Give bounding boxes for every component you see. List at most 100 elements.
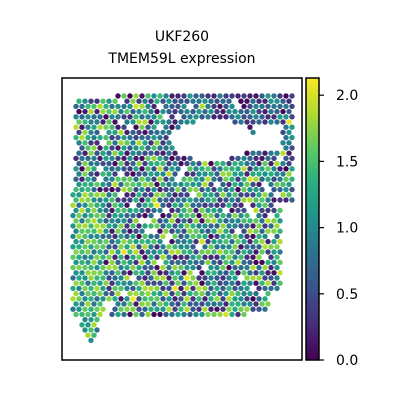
expression-spot — [88, 275, 94, 281]
expression-spot — [217, 270, 223, 276]
expression-spot — [151, 238, 157, 245]
expression-spot — [268, 275, 274, 281]
expression-spot — [187, 114, 193, 120]
expression-spot — [106, 233, 112, 240]
expression-spot — [85, 311, 91, 318]
expression-spot — [115, 301, 121, 307]
expression-spot — [109, 280, 115, 286]
expression-spot — [202, 285, 208, 292]
expression-spot — [160, 306, 166, 312]
expression-spot — [184, 181, 190, 188]
expression-spot — [253, 197, 259, 203]
expression-spot — [205, 270, 211, 276]
expression-spot — [97, 103, 103, 110]
expression-spot — [106, 223, 112, 229]
expression-spot — [85, 114, 91, 120]
expression-spot — [88, 233, 94, 240]
expression-spot — [97, 114, 103, 120]
expression-spot — [184, 275, 190, 281]
expression-spot — [103, 207, 109, 214]
expression-spot — [124, 285, 130, 292]
expression-spot — [187, 290, 193, 297]
expression-spot — [133, 259, 139, 266]
expression-spot — [229, 114, 235, 120]
expression-spot — [247, 270, 253, 276]
expression-spot — [232, 192, 238, 198]
expression-spot — [157, 290, 163, 297]
expression-spot — [124, 264, 130, 271]
expression-spot — [232, 108, 238, 115]
expression-spot — [157, 280, 163, 286]
expression-spot — [148, 202, 154, 208]
expression-spot — [232, 212, 238, 219]
expression-spot — [154, 160, 160, 167]
expression-spot — [127, 207, 133, 214]
expression-spot — [103, 218, 109, 224]
expression-spot — [223, 176, 229, 182]
expression-spot — [226, 160, 232, 167]
expression-spot — [280, 108, 286, 115]
expression-spot — [73, 311, 79, 318]
expression-spot — [259, 228, 265, 234]
expression-spot — [88, 119, 94, 125]
expression-spot — [208, 254, 214, 260]
expression-spot — [79, 301, 85, 307]
expression-spot — [79, 145, 85, 151]
expression-spot — [124, 171, 130, 177]
expression-spot — [175, 166, 181, 172]
expression-spot — [205, 301, 211, 307]
expression-spot — [118, 181, 124, 188]
expression-spot — [136, 98, 142, 104]
expression-spot — [229, 103, 235, 110]
expression-spot — [289, 197, 295, 203]
expression-spot — [76, 192, 82, 198]
expression-spot — [223, 93, 229, 99]
expression-spot — [268, 264, 274, 271]
expression-spot — [157, 155, 163, 162]
expression-spot — [121, 301, 127, 307]
expression-spot — [106, 150, 112, 156]
expression-spot — [205, 114, 211, 120]
expression-spot — [73, 166, 79, 172]
expression-spot — [271, 270, 277, 276]
expression-spot — [226, 275, 232, 281]
expression-spot — [97, 228, 103, 234]
expression-spot — [184, 264, 190, 271]
expression-spot — [139, 280, 145, 286]
expression-spot — [253, 228, 259, 234]
expression-spot — [106, 202, 112, 208]
expression-spot — [85, 332, 91, 338]
expression-spot — [241, 311, 247, 318]
expression-spot — [178, 306, 184, 312]
expression-spot — [73, 270, 79, 276]
expression-spot — [241, 103, 247, 110]
expression-spot — [184, 296, 190, 302]
expression-spot — [73, 124, 79, 130]
expression-spot — [226, 202, 232, 208]
expression-spot — [166, 306, 172, 312]
expression-spot — [151, 103, 157, 110]
expression-spot — [232, 244, 238, 250]
expression-spot — [145, 134, 151, 141]
expression-spot — [106, 212, 112, 219]
expression-spot — [148, 171, 154, 177]
expression-spot — [136, 140, 142, 146]
expression-spot — [118, 223, 124, 229]
expression-spot — [169, 259, 175, 266]
expression-spot — [124, 306, 130, 312]
expression-spot — [223, 186, 229, 193]
expression-spot — [271, 103, 277, 110]
expression-spot — [148, 275, 154, 281]
expression-spot — [193, 259, 199, 266]
expression-spot — [190, 202, 196, 208]
expression-spot — [130, 306, 136, 312]
expression-spot — [109, 186, 115, 193]
expression-spot — [190, 212, 196, 219]
expression-spot — [106, 275, 112, 281]
expression-spot — [82, 98, 88, 104]
expression-spot — [232, 233, 238, 240]
expression-spot — [70, 264, 76, 271]
expression-spot — [208, 192, 214, 198]
expression-spot — [184, 160, 190, 167]
expression-spot — [193, 197, 199, 203]
